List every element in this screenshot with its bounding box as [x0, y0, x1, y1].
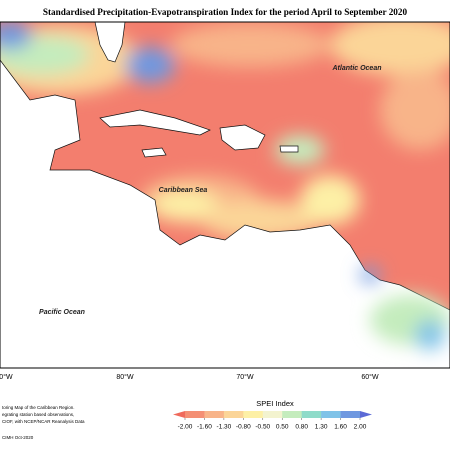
caribbean-label: Caribbean Sea: [159, 187, 208, 194]
footer-credit: CIMH Oct-2020: [2, 435, 34, 440]
legend-tick-label: 2.00: [354, 424, 367, 431]
legend-title: SPEI Index: [256, 399, 294, 408]
longitude-label: 80°W: [116, 373, 134, 381]
longitude-label: 60°W: [361, 373, 379, 381]
legend-end: [173, 411, 185, 418]
legend-bin: [204, 411, 225, 418]
legend-tick-label: -0.50: [255, 424, 270, 431]
longitudes: 90°W 80°W 70°W 60°W: [0, 373, 379, 381]
legend-tick-label: -1.60: [197, 424, 212, 431]
puerto-rico: [279, 145, 299, 153]
spei-land: [360, 267, 450, 350]
legend-tick-label: 1.60: [334, 424, 347, 431]
legend-bin: [301, 411, 322, 418]
footer-line: toring Map of the Caribbean Region.: [2, 405, 75, 410]
legend-end: [360, 411, 372, 418]
legend-tick-label: -0.80: [236, 424, 251, 431]
legend-tick-label: -2.00: [178, 424, 193, 431]
legend-tick-label: 1.30: [315, 424, 328, 431]
jamaica: [141, 147, 167, 158]
legend-bin: [243, 411, 264, 418]
footer-line: CIOF, with NCEP/NCAR Reanalysis Data: [2, 419, 85, 424]
florida: [94, 22, 126, 63]
pacific-label: Pacific Ocean: [39, 309, 85, 316]
legend-tick-label: -1.30: [216, 424, 231, 431]
footer-line: egrating station based observations,: [2, 412, 74, 417]
map-area: [0, 22, 450, 368]
cuba: [99, 109, 211, 136]
legend-bin: [340, 411, 361, 418]
legend: -2.00 -1.60 -1.30 -0.80 -0.50 0.50 0.80 1.30 1.6…: [173, 411, 372, 431]
legend-bin: [223, 411, 244, 418]
atlantic-label: Atlantic Ocean: [331, 65, 381, 72]
hispaniola: [219, 124, 266, 151]
legend-bin: [321, 411, 341, 418]
longitude-label: 90°W: [0, 373, 13, 381]
legend-tick-label: 0.50: [276, 424, 289, 431]
spei-field: [0, 22, 450, 240]
longitude-label: 70°W: [236, 373, 254, 381]
legend-bin: [185, 411, 205, 418]
legend-bin: [262, 411, 283, 418]
legend-tick-label: 0.80: [295, 424, 308, 431]
title: Standardised Precipitation-Evapotranspir…: [43, 7, 408, 17]
map-frame: [0, 21, 450, 369]
legend-bin: [282, 411, 302, 418]
